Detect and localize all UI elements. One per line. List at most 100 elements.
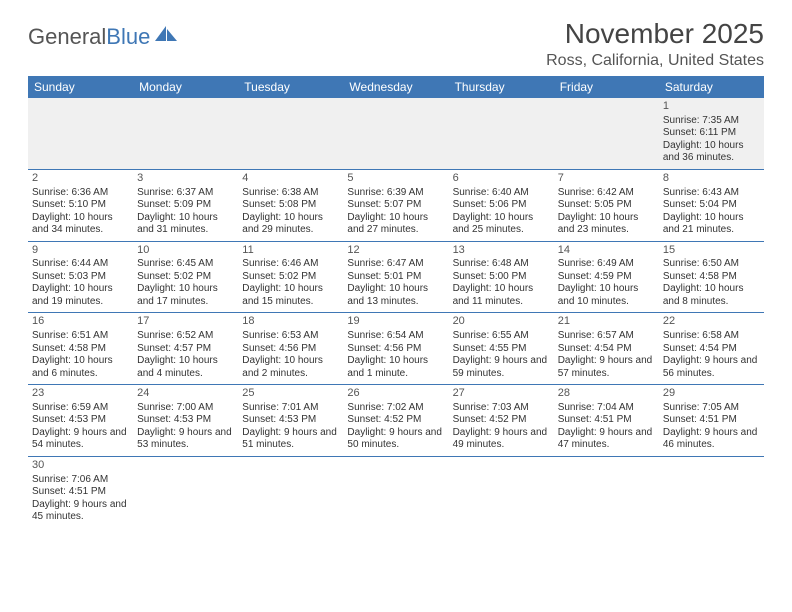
sunset-text: Sunset: 4:53 PM: [137, 414, 234, 427]
calendar-cell: 21Sunrise: 6:57 AMSunset: 4:54 PMDayligh…: [554, 313, 659, 385]
daylight-text: Daylight: 10 hours and 23 minutes.: [558, 212, 655, 237]
sunrise-text: Sunrise: 6:49 AM: [558, 258, 655, 271]
calendar-cell: 17Sunrise: 6:52 AMSunset: 4:57 PMDayligh…: [133, 313, 238, 385]
daylight-text: Daylight: 10 hours and 27 minutes.: [347, 212, 444, 237]
sunset-text: Sunset: 5:09 PM: [137, 199, 234, 212]
calendar-cell: 6Sunrise: 6:40 AMSunset: 5:06 PMDaylight…: [449, 169, 554, 241]
calendar-cell: 15Sunrise: 6:50 AMSunset: 4:58 PMDayligh…: [659, 241, 764, 313]
day-number: 11: [242, 244, 339, 258]
day-number: 22: [663, 315, 760, 329]
calendar-cell: 7Sunrise: 6:42 AMSunset: 5:05 PMDaylight…: [554, 169, 659, 241]
sunrise-text: Sunrise: 6:50 AM: [663, 258, 760, 271]
logo: GeneralBlue: [28, 24, 179, 50]
day-number: 9: [32, 244, 129, 258]
calendar-cell: 28Sunrise: 7:04 AMSunset: 4:51 PMDayligh…: [554, 385, 659, 457]
calendar-cell: [133, 456, 238, 527]
sunset-text: Sunset: 4:52 PM: [453, 414, 550, 427]
sunrise-text: Sunrise: 6:46 AM: [242, 258, 339, 271]
calendar-row: 9Sunrise: 6:44 AMSunset: 5:03 PMDaylight…: [28, 241, 764, 313]
sunset-text: Sunset: 5:01 PM: [347, 271, 444, 284]
calendar-row: 16Sunrise: 6:51 AMSunset: 4:58 PMDayligh…: [28, 313, 764, 385]
daylight-text: Daylight: 9 hours and 54 minutes.: [32, 427, 129, 452]
sunrise-text: Sunrise: 6:57 AM: [558, 330, 655, 343]
weekday-header: Monday: [133, 76, 238, 98]
sunset-text: Sunset: 4:53 PM: [242, 414, 339, 427]
calendar-cell: [28, 98, 133, 169]
day-number: 17: [137, 315, 234, 329]
month-title: November 2025: [546, 18, 764, 50]
day-number: 12: [347, 244, 444, 258]
sunset-text: Sunset: 5:07 PM: [347, 199, 444, 212]
daylight-text: Daylight: 10 hours and 17 minutes.: [137, 283, 234, 308]
day-number: 3: [137, 172, 234, 186]
calendar-cell: 16Sunrise: 6:51 AMSunset: 4:58 PMDayligh…: [28, 313, 133, 385]
calendar-cell: 11Sunrise: 6:46 AMSunset: 5:02 PMDayligh…: [238, 241, 343, 313]
sunset-text: Sunset: 5:00 PM: [453, 271, 550, 284]
calendar-row: 1Sunrise: 7:35 AMSunset: 6:11 PMDaylight…: [28, 98, 764, 169]
sunrise-text: Sunrise: 6:51 AM: [32, 330, 129, 343]
daylight-text: Daylight: 10 hours and 6 minutes.: [32, 355, 129, 380]
daylight-text: Daylight: 10 hours and 34 minutes.: [32, 212, 129, 237]
sunset-text: Sunset: 4:54 PM: [663, 343, 760, 356]
day-number: 4: [242, 172, 339, 186]
day-number: 26: [347, 387, 444, 401]
sunrise-text: Sunrise: 6:42 AM: [558, 187, 655, 200]
sunrise-text: Sunrise: 6:52 AM: [137, 330, 234, 343]
daylight-text: Daylight: 10 hours and 31 minutes.: [137, 212, 234, 237]
sunset-text: Sunset: 5:10 PM: [32, 199, 129, 212]
calendar-page: GeneralBlue November 2025 Ross, Californ…: [0, 0, 792, 538]
calendar-cell: [554, 98, 659, 169]
calendar-cell: 25Sunrise: 7:01 AMSunset: 4:53 PMDayligh…: [238, 385, 343, 457]
sunset-text: Sunset: 5:04 PM: [663, 199, 760, 212]
weekday-header: Thursday: [449, 76, 554, 98]
sunset-text: Sunset: 4:58 PM: [32, 343, 129, 356]
daylight-text: Daylight: 9 hours and 47 minutes.: [558, 427, 655, 452]
sunset-text: Sunset: 5:02 PM: [242, 271, 339, 284]
day-number: 20: [453, 315, 550, 329]
calendar-cell: [343, 98, 448, 169]
calendar-cell: 18Sunrise: 6:53 AMSunset: 4:56 PMDayligh…: [238, 313, 343, 385]
daylight-text: Daylight: 9 hours and 53 minutes.: [137, 427, 234, 452]
day-number: 15: [663, 244, 760, 258]
daylight-text: Daylight: 9 hours and 50 minutes.: [347, 427, 444, 452]
calendar-cell: 1Sunrise: 7:35 AMSunset: 6:11 PMDaylight…: [659, 98, 764, 169]
day-number: 24: [137, 387, 234, 401]
calendar-cell: 3Sunrise: 6:37 AMSunset: 5:09 PMDaylight…: [133, 169, 238, 241]
daylight-text: Daylight: 10 hours and 13 minutes.: [347, 283, 444, 308]
sunrise-text: Sunrise: 6:58 AM: [663, 330, 760, 343]
weekday-header: Friday: [554, 76, 659, 98]
daylight-text: Daylight: 10 hours and 36 minutes.: [663, 140, 760, 165]
sunset-text: Sunset: 4:57 PM: [137, 343, 234, 356]
calendar-cell: 12Sunrise: 6:47 AMSunset: 5:01 PMDayligh…: [343, 241, 448, 313]
sunrise-text: Sunrise: 6:40 AM: [453, 187, 550, 200]
sunset-text: Sunset: 5:03 PM: [32, 271, 129, 284]
weekday-header: Sunday: [28, 76, 133, 98]
calendar-cell: 22Sunrise: 6:58 AMSunset: 4:54 PMDayligh…: [659, 313, 764, 385]
weekday-header: Saturday: [659, 76, 764, 98]
daylight-text: Daylight: 10 hours and 19 minutes.: [32, 283, 129, 308]
calendar-row: 2Sunrise: 6:36 AMSunset: 5:10 PMDaylight…: [28, 169, 764, 241]
calendar-cell: 27Sunrise: 7:03 AMSunset: 4:52 PMDayligh…: [449, 385, 554, 457]
sunset-text: Sunset: 4:51 PM: [558, 414, 655, 427]
day-number: 13: [453, 244, 550, 258]
daylight-text: Daylight: 10 hours and 4 minutes.: [137, 355, 234, 380]
calendar-cell: [343, 456, 448, 527]
calendar-row: 30Sunrise: 7:06 AMSunset: 4:51 PMDayligh…: [28, 456, 764, 527]
sunrise-text: Sunrise: 6:45 AM: [137, 258, 234, 271]
sunrise-text: Sunrise: 6:53 AM: [242, 330, 339, 343]
sunset-text: Sunset: 4:59 PM: [558, 271, 655, 284]
calendar-row: 23Sunrise: 6:59 AMSunset: 4:53 PMDayligh…: [28, 385, 764, 457]
calendar-cell: 9Sunrise: 6:44 AMSunset: 5:03 PMDaylight…: [28, 241, 133, 313]
sunset-text: Sunset: 4:56 PM: [242, 343, 339, 356]
daylight-text: Daylight: 10 hours and 10 minutes.: [558, 283, 655, 308]
calendar-cell: [449, 98, 554, 169]
calendar-cell: 8Sunrise: 6:43 AMSunset: 5:04 PMDaylight…: [659, 169, 764, 241]
daylight-text: Daylight: 9 hours and 57 minutes.: [558, 355, 655, 380]
location: Ross, California, United States: [546, 52, 764, 70]
calendar-cell: [449, 456, 554, 527]
weekday-header: Wednesday: [343, 76, 448, 98]
daylight-text: Daylight: 10 hours and 1 minute.: [347, 355, 444, 380]
calendar-cell: 26Sunrise: 7:02 AMSunset: 4:52 PMDayligh…: [343, 385, 448, 457]
daylight-text: Daylight: 9 hours and 51 minutes.: [242, 427, 339, 452]
sunrise-text: Sunrise: 7:02 AM: [347, 402, 444, 415]
